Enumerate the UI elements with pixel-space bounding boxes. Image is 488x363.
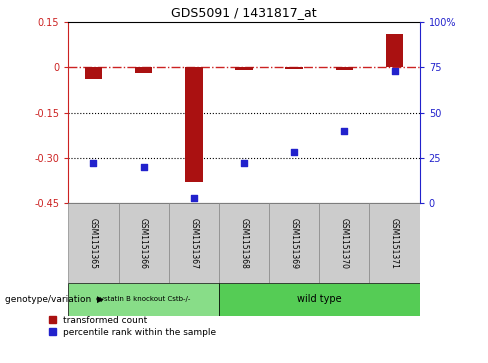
Bar: [119, 203, 169, 283]
Bar: [219, 203, 269, 283]
Point: [240, 160, 248, 166]
Bar: [235, 67, 253, 70]
Bar: [185, 67, 203, 182]
Bar: [68, 283, 219, 316]
Bar: [285, 67, 303, 69]
Point: [89, 160, 97, 166]
Point: [290, 150, 298, 155]
Bar: [219, 283, 420, 316]
Text: GSM1151367: GSM1151367: [189, 218, 198, 269]
Bar: [369, 203, 420, 283]
Legend: transformed count, percentile rank within the sample: transformed count, percentile rank withi…: [49, 316, 216, 337]
Text: GSM1151366: GSM1151366: [139, 218, 148, 269]
Bar: [386, 34, 404, 67]
Point: [341, 128, 348, 134]
Text: GSM1151369: GSM1151369: [290, 218, 299, 269]
Text: genotype/variation  ▶: genotype/variation ▶: [5, 295, 104, 304]
Text: GSM1151371: GSM1151371: [390, 218, 399, 269]
Point: [190, 195, 198, 201]
Title: GDS5091 / 1431817_at: GDS5091 / 1431817_at: [171, 6, 317, 19]
Bar: [269, 203, 319, 283]
Text: GSM1151365: GSM1151365: [89, 218, 98, 269]
Bar: [319, 203, 369, 283]
Text: GSM1151370: GSM1151370: [340, 218, 349, 269]
Bar: [135, 67, 152, 73]
Text: cystatin B knockout Cstb-/-: cystatin B knockout Cstb-/-: [97, 297, 191, 302]
Bar: [84, 67, 102, 79]
Point: [140, 164, 147, 170]
Bar: [336, 67, 353, 70]
Point: [391, 68, 399, 74]
Text: GSM1151368: GSM1151368: [240, 218, 248, 269]
Bar: [68, 203, 119, 283]
Bar: [169, 203, 219, 283]
Text: wild type: wild type: [297, 294, 342, 305]
